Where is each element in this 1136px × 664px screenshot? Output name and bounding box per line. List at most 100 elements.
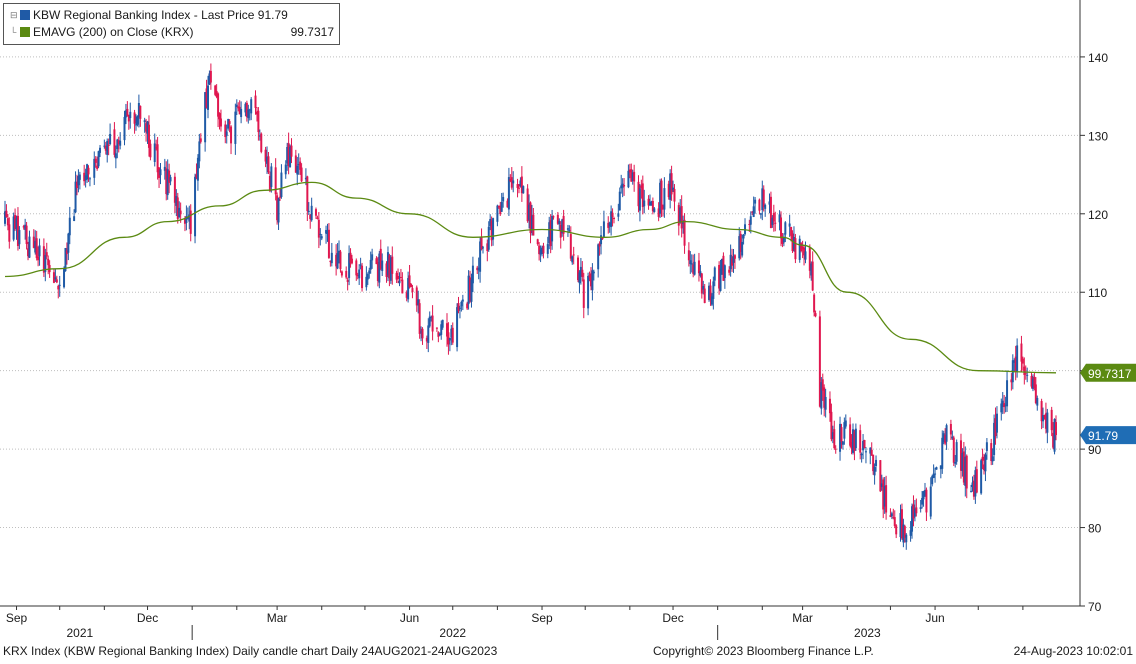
candle-body	[673, 188, 676, 202]
candle-body	[194, 176, 197, 237]
candle-body	[477, 267, 480, 271]
candle-body	[661, 205, 664, 209]
candle-body	[919, 507, 922, 509]
candle-body	[58, 284, 61, 286]
candle-body	[264, 149, 267, 162]
candle-body	[791, 233, 794, 251]
candle-body	[356, 275, 359, 277]
candle-body	[761, 188, 764, 211]
candle-body	[500, 202, 503, 212]
candle-body	[657, 208, 660, 217]
candle-body	[410, 283, 413, 288]
candle-body	[1020, 343, 1023, 362]
candle-body	[158, 167, 161, 178]
legend-ema-label: EMAVG (200) on Close (KRX)	[33, 25, 194, 39]
candle-body	[94, 158, 97, 163]
candle-body	[1042, 415, 1045, 422]
candle-body	[124, 110, 127, 118]
candle-body	[248, 109, 251, 111]
y-tick-label: 70	[1088, 600, 1102, 614]
candle-body	[588, 275, 591, 278]
x-tick-label: Mar	[792, 611, 813, 625]
candle-body	[1052, 432, 1055, 448]
candle-body	[461, 299, 464, 302]
candle-body	[572, 254, 575, 256]
x-year-label: 2021	[67, 626, 94, 640]
tree-collapse-icon[interactable]: ⊟	[10, 10, 18, 20]
candle-body	[114, 153, 117, 159]
candle-body	[255, 111, 258, 115]
candle-body	[44, 255, 47, 272]
candle-body	[803, 247, 806, 256]
candle-body	[561, 219, 564, 234]
candle-body	[1044, 413, 1047, 429]
candle-body	[794, 238, 797, 260]
candle-body	[764, 204, 767, 209]
candle-body	[1033, 376, 1036, 389]
candle-body	[1034, 384, 1037, 404]
candle-body	[278, 196, 281, 198]
candle-body	[375, 258, 378, 265]
candle-body	[270, 166, 273, 188]
candle-body	[882, 479, 885, 510]
candle-body	[145, 123, 148, 132]
candle-body	[945, 425, 948, 442]
candle-body	[147, 124, 150, 148]
candle-body	[965, 455, 968, 489]
candle-body	[133, 112, 136, 124]
candle-body	[643, 200, 646, 207]
candle-body	[532, 214, 535, 236]
y-tick-label: 120	[1088, 208, 1108, 222]
candle-body	[173, 176, 176, 203]
candle-body	[850, 442, 853, 449]
candle-body	[348, 253, 351, 278]
candle-body	[117, 140, 120, 145]
candle-body	[949, 423, 952, 435]
candle-body	[633, 171, 636, 182]
candle-body	[942, 433, 945, 442]
candle-body	[78, 174, 81, 180]
candle-body	[879, 460, 882, 492]
candle-body	[703, 288, 706, 303]
candle-body	[548, 222, 551, 244]
candle-body	[425, 337, 428, 342]
candle-body	[1016, 345, 1019, 372]
candle-body	[618, 191, 621, 211]
candle-body	[401, 279, 404, 294]
candle-body	[54, 277, 57, 280]
candle-body	[628, 169, 631, 173]
candle-body	[800, 243, 803, 252]
candle-body	[893, 517, 896, 526]
candle-body	[84, 175, 87, 181]
candle-body	[859, 430, 862, 453]
candle-body	[47, 258, 50, 266]
candle-body	[103, 145, 106, 147]
candle-body	[648, 201, 651, 206]
candle-body	[1046, 412, 1049, 433]
candle-body	[1000, 403, 1003, 413]
candle-body	[758, 199, 761, 211]
legend-price-label: KBW Regional Banking Index - Last Price …	[33, 8, 288, 22]
candle-body	[759, 213, 762, 215]
candle-body	[168, 170, 171, 183]
candle-body	[146, 121, 149, 134]
candle-body	[355, 260, 358, 276]
candle-body	[952, 437, 955, 463]
candle-body	[388, 255, 391, 279]
candle-body	[610, 211, 613, 228]
candle-body	[4, 211, 6, 224]
candle-body	[769, 196, 772, 229]
candle-body	[497, 206, 500, 208]
candle-body	[974, 470, 977, 497]
candle-body	[218, 113, 221, 120]
candle-body	[317, 219, 320, 238]
candle-body	[276, 195, 279, 221]
candle-body	[109, 133, 112, 145]
candle-body	[338, 250, 341, 258]
candle-body	[762, 189, 765, 208]
candle-body	[234, 111, 237, 144]
candle-body	[541, 247, 544, 254]
candle-body	[723, 265, 726, 279]
candle-body	[719, 268, 722, 291]
